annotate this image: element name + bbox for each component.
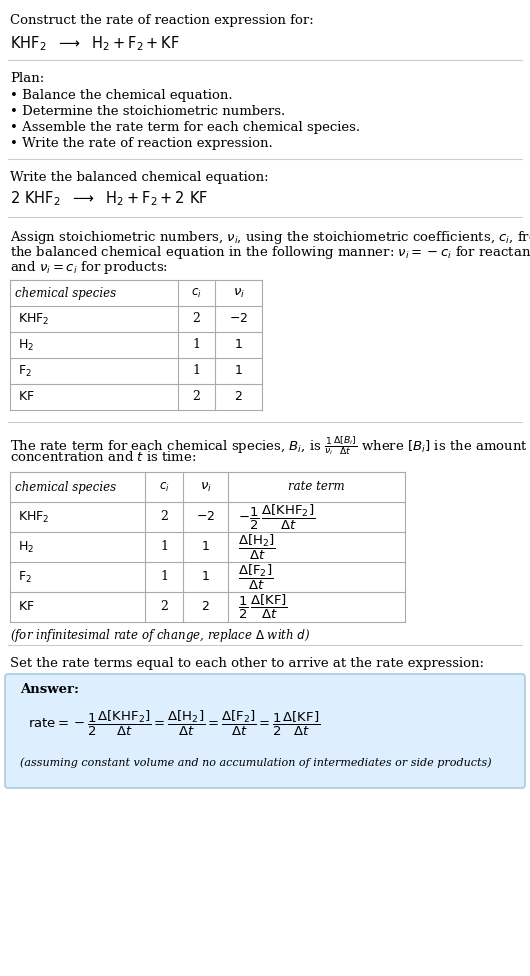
Text: the balanced chemical equation in the following manner: $\nu_i = -c_i$ for react: the balanced chemical equation in the fo…: [10, 244, 530, 261]
Text: 2: 2: [235, 390, 242, 403]
Text: $\mathrm{KHF_2}$: $\mathrm{KHF_2}$: [18, 509, 49, 524]
Text: $\mathrm{F_2}$: $\mathrm{F_2}$: [18, 569, 32, 585]
Text: $\mathrm{rate} = -\dfrac{1}{2}\dfrac{\Delta[\mathrm{KHF_2}]}{\Delta t} = \dfrac{: $\mathrm{rate} = -\dfrac{1}{2}\dfrac{\De…: [28, 709, 320, 738]
Text: 2: 2: [201, 600, 209, 614]
Text: • Assemble the rate term for each chemical species.: • Assemble the rate term for each chemic…: [10, 121, 360, 134]
Text: 1: 1: [235, 364, 242, 378]
Text: $\mathrm{KF}$: $\mathrm{KF}$: [18, 390, 34, 403]
Text: $\nu_i$: $\nu_i$: [199, 480, 211, 494]
Text: Set the rate terms equal to each other to arrive at the rate expression:: Set the rate terms equal to each other t…: [10, 657, 484, 670]
Text: • Write the rate of reaction expression.: • Write the rate of reaction expression.: [10, 137, 273, 150]
Text: $\mathrm{KHF_2}$  $\longrightarrow$  $\mathrm{H_2 + F_2 + KF}$: $\mathrm{KHF_2}$ $\longrightarrow$ $\mat…: [10, 34, 180, 53]
Text: and $\nu_i = c_i$ for products:: and $\nu_i = c_i$ for products:: [10, 259, 168, 276]
Text: $-2$: $-2$: [229, 312, 248, 326]
Text: $\nu_i$: $\nu_i$: [233, 286, 244, 300]
Text: concentration and $t$ is time:: concentration and $t$ is time:: [10, 450, 197, 464]
Text: (assuming constant volume and no accumulation of intermediates or side products): (assuming constant volume and no accumul…: [20, 757, 492, 767]
Text: $-2$: $-2$: [196, 510, 215, 523]
Text: 1: 1: [192, 364, 200, 378]
Text: 1: 1: [201, 541, 209, 553]
Text: Assign stoichiometric numbers, $\nu_i$, using the stoichiometric coefficients, $: Assign stoichiometric numbers, $\nu_i$, …: [10, 229, 530, 246]
Text: $\mathrm{2\ KHF_2}$  $\longrightarrow$  $\mathrm{H_2 + F_2 + 2\ KF}$: $\mathrm{2\ KHF_2}$ $\longrightarrow$ $\…: [10, 189, 208, 208]
Text: $c_i$: $c_i$: [158, 480, 170, 494]
Text: $\dfrac{\Delta[\mathrm{H_2}]}{\Delta t}$: $\dfrac{\Delta[\mathrm{H_2}]}{\Delta t}$: [238, 532, 276, 561]
Text: Write the balanced chemical equation:: Write the balanced chemical equation:: [10, 171, 269, 184]
Text: 2: 2: [160, 600, 168, 614]
Text: rate term: rate term: [288, 480, 345, 494]
Text: 1: 1: [192, 339, 200, 351]
Text: $c_i$: $c_i$: [191, 286, 202, 300]
FancyBboxPatch shape: [5, 674, 525, 788]
Text: $\mathrm{H_2}$: $\mathrm{H_2}$: [18, 540, 34, 554]
Text: $\mathrm{KF}$: $\mathrm{KF}$: [18, 600, 34, 614]
Text: • Determine the stoichiometric numbers.: • Determine the stoichiometric numbers.: [10, 105, 285, 118]
Text: $\mathrm{KHF_2}$: $\mathrm{KHF_2}$: [18, 311, 49, 327]
Text: 2: 2: [160, 510, 168, 523]
Text: 2: 2: [192, 390, 200, 403]
Text: Construct the rate of reaction expression for:: Construct the rate of reaction expressio…: [10, 14, 314, 27]
Text: $\mathrm{F_2}$: $\mathrm{F_2}$: [18, 363, 32, 379]
Text: The rate term for each chemical species, $B_i$, is $\frac{1}{\nu_i}\frac{\Delta[: The rate term for each chemical species,…: [10, 434, 528, 457]
Text: chemical species: chemical species: [15, 480, 116, 494]
Text: $\dfrac{1}{2}\,\dfrac{\Delta[\mathrm{KF}]}{\Delta t}$: $\dfrac{1}{2}\,\dfrac{\Delta[\mathrm{KF}…: [238, 593, 288, 621]
Text: Plan:: Plan:: [10, 72, 44, 85]
Text: 1: 1: [160, 541, 168, 553]
Text: $\mathrm{H_2}$: $\mathrm{H_2}$: [18, 338, 34, 352]
Text: $\dfrac{\Delta[\mathrm{F_2}]}{\Delta t}$: $\dfrac{\Delta[\mathrm{F_2}]}{\Delta t}$: [238, 562, 273, 591]
Text: $-\dfrac{1}{2}\,\dfrac{\Delta[\mathrm{KHF_2}]}{\Delta t}$: $-\dfrac{1}{2}\,\dfrac{\Delta[\mathrm{KH…: [238, 503, 315, 532]
Text: 2: 2: [192, 312, 200, 326]
Text: • Balance the chemical equation.: • Balance the chemical equation.: [10, 89, 233, 102]
Text: 1: 1: [235, 339, 242, 351]
Text: (for infinitesimal rate of change, replace $\Delta$ with $d$): (for infinitesimal rate of change, repla…: [10, 627, 311, 644]
Text: 1: 1: [201, 571, 209, 584]
Text: chemical species: chemical species: [15, 287, 116, 300]
Text: Answer:: Answer:: [20, 683, 79, 696]
Text: 1: 1: [160, 571, 168, 584]
